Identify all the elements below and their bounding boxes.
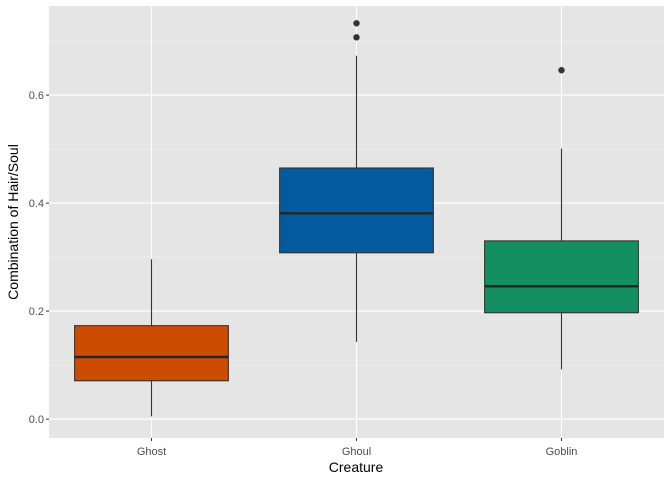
y-tick-label: 0.2: [29, 306, 44, 318]
x-tick-label: Ghost: [137, 446, 166, 458]
x-tick-label: Ghoul: [342, 446, 371, 458]
y-axis: 0.0 0.2 0.4 0.6: [29, 90, 49, 426]
outlier-point: [353, 20, 360, 27]
y-axis-title: Combination of Hair/Soul: [5, 144, 21, 300]
y-tick-label: 0.6: [29, 90, 44, 102]
box-rect: [279, 167, 434, 254]
box-ghost: [74, 259, 229, 417]
x-axis-title: Creature: [329, 459, 384, 475]
y-tick-label: 0.0: [29, 414, 44, 426]
boxes: [74, 20, 639, 417]
y-tick-label: 0.4: [29, 198, 44, 210]
outlier-point: [558, 67, 565, 74]
x-tick-label: Goblin: [546, 446, 578, 458]
box-rect: [74, 325, 229, 382]
box-ghoul: [279, 20, 434, 342]
outlier-point: [353, 34, 360, 41]
box-rect: [484, 240, 639, 314]
box-goblin: [484, 67, 639, 370]
x-axis: Ghost Ghoul Goblin: [137, 438, 578, 458]
